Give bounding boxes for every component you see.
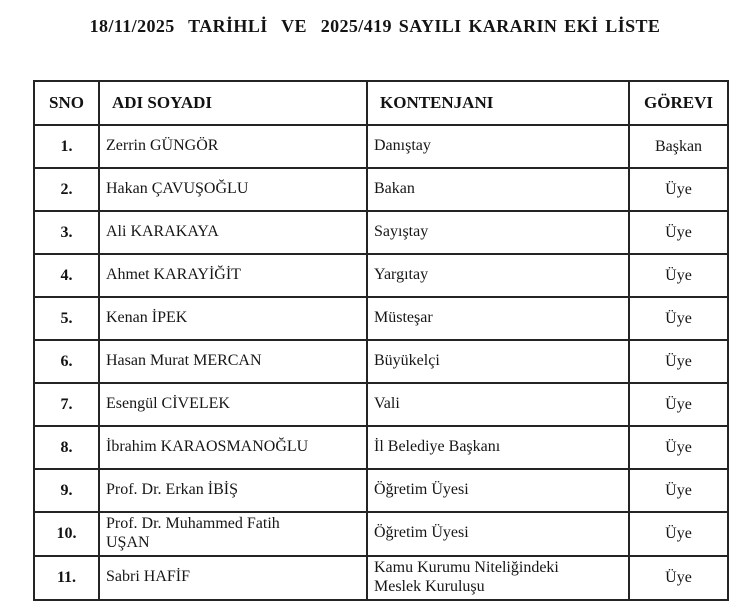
role-cell: Üye: [628, 253, 729, 298]
decision-annex-table: SNO ADI SOYADI KONTENJANI GÖREVI 1. Zerr…: [33, 80, 729, 601]
column-header-sno: SNO: [33, 80, 100, 126]
quota-cell: İl Belediye Başkanı: [366, 425, 630, 470]
table-row: 4. Ahmet KARAYİĞİT Yargıtay Üye: [33, 253, 729, 298]
table-row: 1. Zerrin GÜNGÖR Danıştay Başkan: [33, 124, 729, 169]
role-cell: Üye: [628, 210, 729, 255]
table-row: 8. İbrahim KARAOSMANOĞLU İl Belediye Baş…: [33, 425, 729, 470]
table-row: 9. Prof. Dr. Erkan İBİŞ Öğretim Üyesi Üy…: [33, 468, 729, 513]
name-cell: Prof. Dr. Muhammed Fatih UŞAN: [98, 511, 368, 557]
name-cell: İbrahim KARAOSMANOĞLU: [98, 425, 368, 470]
table-row: 3. Ali KARAKAYA Sayıştay Üye: [33, 210, 729, 255]
quota-cell: Danıştay: [366, 124, 630, 169]
quota-cell: Kamu Kurumu Niteliğindeki Meslek Kuruluş…: [366, 554, 630, 601]
role-cell: Üye: [628, 339, 729, 384]
table-row: 2. Hakan ÇAVUŞOĞLU Bakan Üye: [33, 167, 729, 212]
column-header-quota: KONTENJANI: [366, 80, 630, 126]
column-header-role: GÖREVI: [628, 80, 729, 126]
name-cell: Zerrin GÜNGÖR: [98, 124, 368, 169]
sno-cell: 7.: [33, 382, 100, 427]
name-cell: Esengül CİVELEK: [98, 382, 368, 427]
quota-cell: Vali: [366, 382, 630, 427]
name-cell: Hakan ÇAVUŞOĞLU: [98, 167, 368, 212]
quota-cell: Öğretim Üyesi: [366, 468, 630, 513]
table-row: 6. Hasan Murat MERCAN Büyükelçi Üye: [33, 339, 729, 384]
role-cell: Üye: [628, 296, 729, 341]
role-cell: Üye: [628, 468, 729, 513]
table-row: 11. Sabri HAFİF Kamu Kurumu Niteliğindek…: [33, 554, 729, 601]
sno-cell: 11.: [33, 554, 100, 601]
sno-cell: 6.: [33, 339, 100, 384]
name-cell: Ahmet KARAYİĞİT: [98, 253, 368, 298]
table-header-row: SNO ADI SOYADI KONTENJANI GÖREVI: [33, 80, 729, 126]
document-title: 18/11/2025 TARİHLİ VE 2025/419 SAYILI KA…: [89, 16, 661, 36]
name-cell: Prof. Dr. Erkan İBİŞ: [98, 468, 368, 513]
name-cell: Sabri HAFİF: [98, 554, 368, 601]
role-cell: Üye: [628, 511, 729, 557]
quota-cell: Büyükelçi: [366, 339, 630, 384]
role-cell: Üye: [628, 425, 729, 470]
sno-cell: 9.: [33, 468, 100, 513]
role-cell: Üye: [628, 382, 729, 427]
sno-cell: 5.: [33, 296, 100, 341]
sno-cell: 10.: [33, 511, 100, 557]
table-row: 7. Esengül CİVELEK Vali Üye: [33, 382, 729, 427]
column-header-name: ADI SOYADI: [98, 80, 368, 126]
table-row: 10. Prof. Dr. Muhammed Fatih UŞAN Öğreti…: [33, 511, 729, 557]
name-cell: Kenan İPEK: [98, 296, 368, 341]
role-cell: Üye: [628, 554, 729, 601]
quota-cell: Öğretim Üyesi: [366, 511, 630, 557]
quota-cell: Sayıştay: [366, 210, 630, 255]
sno-cell: 8.: [33, 425, 100, 470]
quota-cell: Müsteşar: [366, 296, 630, 341]
sno-cell: 2.: [33, 167, 100, 212]
table-row: 5. Kenan İPEK Müsteşar Üye: [33, 296, 729, 341]
quota-cell: Yargıtay: [366, 253, 630, 298]
sno-cell: 3.: [33, 210, 100, 255]
name-cell: Ali KARAKAYA: [98, 210, 368, 255]
sno-cell: 4.: [33, 253, 100, 298]
quota-cell: Bakan: [366, 167, 630, 212]
role-cell: Üye: [628, 167, 729, 212]
sno-cell: 1.: [33, 124, 100, 169]
name-cell: Hasan Murat MERCAN: [98, 339, 368, 384]
role-cell: Başkan: [628, 124, 729, 169]
